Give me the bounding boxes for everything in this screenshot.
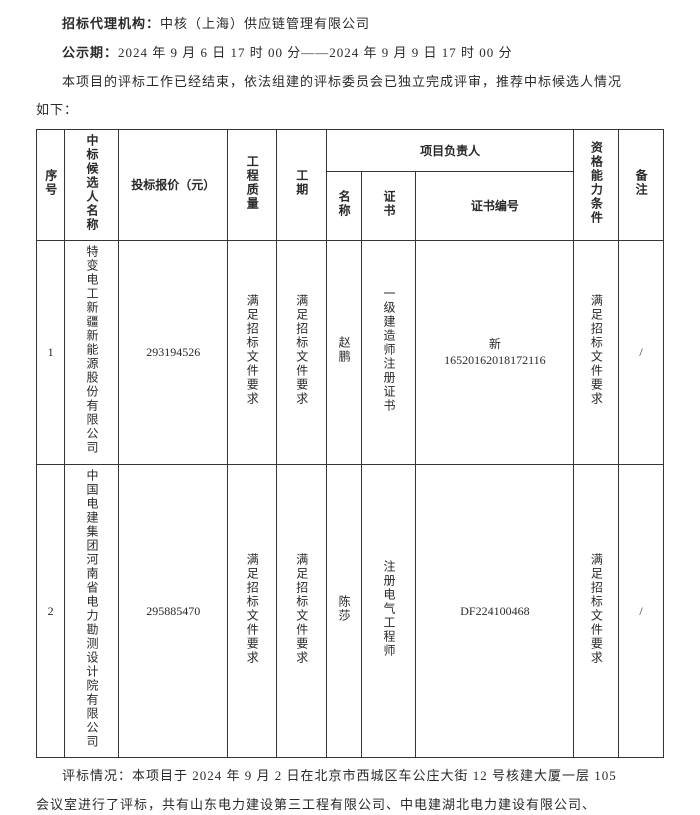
cell-leader-name: 陈莎 <box>326 464 361 757</box>
intro-line-2: 如下： <box>36 100 664 121</box>
cell-duration: 满足招标文件要求 <box>277 464 327 757</box>
footnote-line-2: 会议室进行了评标，共有山东电力建设第三工程有限公司、中电建湖北电力建设有限公司、 <box>36 795 664 815</box>
col-quality: 工程质量 <box>227 130 277 241</box>
cell-remark: / <box>619 464 664 757</box>
cell-seq: 2 <box>37 464 65 757</box>
footnote-line-1: 评标情况：本项目于 2024 年 9 月 2 日在北京市西城区车公庄大街 12 … <box>36 766 664 787</box>
period-line: 公示期：2024 年 9 月 6 日 17 时 00 分——2024 年 9 月… <box>36 43 664 64</box>
cell-cert-type: 注册电气工程师 <box>362 464 416 757</box>
cell-candidate: 特变电工新疆新能源股份有限公司 <box>65 241 119 464</box>
col-duration: 工期 <box>277 130 327 241</box>
table-row: 2 中国电建集团河南省电力勘测设计院有限公司 295885470 满足招标文件要… <box>37 464 664 757</box>
intro-line-1: 本项目的评标工作已经结束，依法组建的评标委员会已独立完成评审，推荐中标候选人情况 <box>36 72 664 93</box>
col-remark: 备注 <box>619 130 664 241</box>
candidates-table: 序号 中标候选人名称 投标报价（元） 工程质量 工期 项目负责人 资格能力条件 … <box>36 129 664 758</box>
cell-capability: 满足招标文件要求 <box>574 241 619 464</box>
agency-value: 中核（上海）供应链管理有限公司 <box>160 16 370 31</box>
agency-line: 招标代理机构：中核（上海）供应链管理有限公司 <box>36 14 664 35</box>
period-value: 2024 年 9 月 6 日 17 时 00 分——2024 年 9 月 9 日… <box>118 45 513 60</box>
cell-price: 295885470 <box>119 464 227 757</box>
table-row: 1 特变电工新疆新能源股份有限公司 293194526 满足招标文件要求 满足招… <box>37 241 664 464</box>
cell-quality: 满足招标文件要求 <box>227 241 277 464</box>
header-row-1: 序号 中标候选人名称 投标报价（元） 工程质量 工期 项目负责人 资格能力条件 … <box>37 130 664 172</box>
cell-cert-no: 新 16520162018172116 <box>416 241 574 464</box>
col-price: 投标报价（元） <box>119 130 227 241</box>
cell-quality: 满足招标文件要求 <box>227 464 277 757</box>
cell-capability: 满足招标文件要求 <box>574 464 619 757</box>
col-capability: 资格能力条件 <box>574 130 619 241</box>
cell-duration: 满足招标文件要求 <box>277 241 327 464</box>
cell-price: 293194526 <box>119 241 227 464</box>
agency-label: 招标代理机构： <box>62 16 160 31</box>
col-cert-type: 证书 <box>362 172 416 241</box>
cell-leader-name: 赵鹏 <box>326 241 361 464</box>
cell-cert-no: DF224100468 <box>416 464 574 757</box>
col-candidate: 中标候选人名称 <box>65 130 119 241</box>
col-leader-group: 项目负责人 <box>326 130 573 172</box>
period-label: 公示期： <box>62 45 118 60</box>
cell-candidate: 中国电建集团河南省电力勘测设计院有限公司 <box>65 464 119 757</box>
col-leader-name: 名称 <box>326 172 361 241</box>
cell-remark: / <box>619 241 664 464</box>
cell-cert-type: 一级建造师注册证书 <box>362 241 416 464</box>
cell-seq: 1 <box>37 241 65 464</box>
col-cert-no: 证书编号 <box>416 172 574 241</box>
col-seq: 序号 <box>37 130 65 241</box>
